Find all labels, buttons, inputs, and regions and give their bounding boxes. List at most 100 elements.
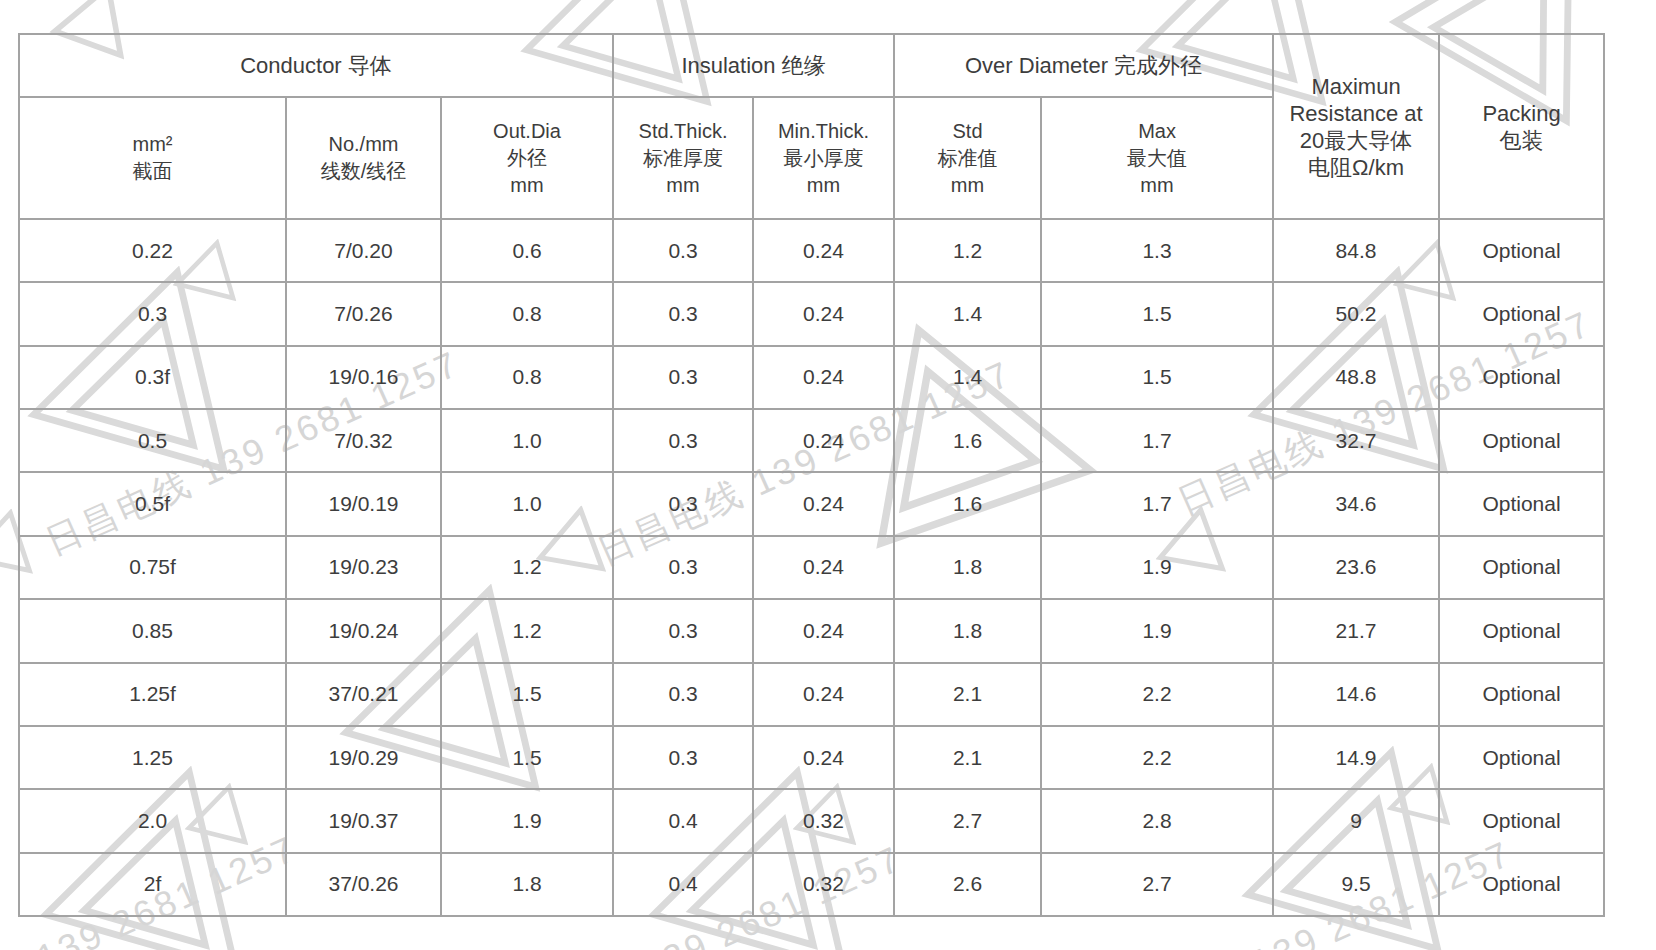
table-cell: 2.6	[894, 853, 1041, 916]
col-header-std-thick: Std.Thick. 标准厚度 mm	[613, 97, 753, 219]
table-cell: 2.7	[1041, 853, 1273, 916]
table-row: 0.8519/0.241.20.30.241.81.921.7Optional	[19, 599, 1604, 662]
table-row: 2f37/0.261.80.40.322.62.79.5Optional	[19, 853, 1604, 916]
table-cell: Optional	[1439, 599, 1604, 662]
table-cell: Optional	[1439, 536, 1604, 599]
table-cell: 1.9	[1041, 599, 1273, 662]
group-header-max-resistance: Maximun Resistance at 20最大导体 电阻Ω/km	[1273, 34, 1439, 219]
table-cell: 1.8	[894, 599, 1041, 662]
table-cell: 2.7	[894, 789, 1041, 852]
table-cell: 1.7	[1041, 409, 1273, 472]
table-row: 0.5f19/0.191.00.30.241.61.734.6Optional	[19, 472, 1604, 535]
table-cell: Optional	[1439, 409, 1604, 472]
table-cell: 1.5	[441, 726, 613, 789]
table-cell: 1.4	[894, 282, 1041, 345]
table-cell: 2.8	[1041, 789, 1273, 852]
table-cell: 1.9	[1041, 536, 1273, 599]
table-row: 1.2519/0.291.50.30.242.12.214.9Optional	[19, 726, 1604, 789]
table-cell: 0.24	[753, 219, 894, 282]
table-cell: 19/0.37	[286, 789, 441, 852]
table-cell: 1.2	[441, 599, 613, 662]
table-cell: 14.9	[1273, 726, 1439, 789]
table-cell: 0.24	[753, 536, 894, 599]
table-cell: 0.3	[613, 663, 753, 726]
table-cell: 19/0.24	[286, 599, 441, 662]
group-header-packing: Packing 包装	[1439, 34, 1604, 219]
table-cell: Optional	[1439, 663, 1604, 726]
table-cell: 0.4	[613, 789, 753, 852]
col-header-min-thick: Min.Thick. 最小厚度 mm	[753, 97, 894, 219]
table-cell: 0.24	[753, 599, 894, 662]
table-cell: 0.3	[613, 536, 753, 599]
table-cell: 1.8	[441, 853, 613, 916]
table-cell: 2.0	[19, 789, 286, 852]
table-cell: 0.5	[19, 409, 286, 472]
table-row: 2.019/0.371.90.40.322.72.89Optional	[19, 789, 1604, 852]
table-cell: 0.5f	[19, 472, 286, 535]
table-cell: 0.8	[441, 346, 613, 409]
table-cell: 0.3	[613, 219, 753, 282]
table-cell: Optional	[1439, 789, 1604, 852]
table-cell: 19/0.16	[286, 346, 441, 409]
table-cell: 0.3	[613, 599, 753, 662]
table-cell: 50.2	[1273, 282, 1439, 345]
group-header-conductor: Conductor 导体	[19, 34, 613, 97]
table-row: 0.75f19/0.231.20.30.241.81.923.6Optional	[19, 536, 1604, 599]
table-cell: 9.5	[1273, 853, 1439, 916]
table-cell: 2.2	[1041, 663, 1273, 726]
table-cell: 0.24	[753, 472, 894, 535]
table-cell: 48.8	[1273, 346, 1439, 409]
table-cell: 19/0.29	[286, 726, 441, 789]
table-cell: 2.2	[1041, 726, 1273, 789]
table-cell: 0.75f	[19, 536, 286, 599]
table-row: 0.3f19/0.160.80.30.241.41.548.8Optional	[19, 346, 1604, 409]
table-cell: 34.6	[1273, 472, 1439, 535]
table-cell: 0.24	[753, 282, 894, 345]
table-cell: 32.7	[1273, 409, 1439, 472]
col-header-no-mm: No./mm 线数/线径	[286, 97, 441, 219]
table-cell: 0.3	[19, 282, 286, 345]
table-cell: 0.4	[613, 853, 753, 916]
table-cell: Optional	[1439, 472, 1604, 535]
table-cell: 1.5	[1041, 346, 1273, 409]
table-cell: 0.3	[613, 346, 753, 409]
table-row: 0.227/0.200.60.30.241.21.384.8Optional	[19, 219, 1604, 282]
table-cell: 1.5	[1041, 282, 1273, 345]
table-cell: 37/0.21	[286, 663, 441, 726]
table-cell: Optional	[1439, 219, 1604, 282]
table-cell: Optional	[1439, 853, 1604, 916]
table-cell: 0.3	[613, 409, 753, 472]
table-cell: 1.2	[441, 536, 613, 599]
table-cell: 23.6	[1273, 536, 1439, 599]
table-cell: 9	[1273, 789, 1439, 852]
table-cell: 0.24	[753, 726, 894, 789]
table-row: 0.37/0.260.80.30.241.41.550.2Optional	[19, 282, 1604, 345]
table-cell: 0.24	[753, 346, 894, 409]
spec-table-body: 0.227/0.200.60.30.241.21.384.8Optional0.…	[19, 219, 1604, 916]
table-cell: Optional	[1439, 726, 1604, 789]
table-cell: 19/0.19	[286, 472, 441, 535]
table-cell: 0.24	[753, 409, 894, 472]
col-header-std: Std 标准值 mm	[894, 97, 1041, 219]
table-cell: 0.3	[613, 472, 753, 535]
table-cell: 1.0	[441, 472, 613, 535]
group-header-over-diameter: Over Diameter 完成外径	[894, 34, 1273, 97]
table-cell: 1.9	[441, 789, 613, 852]
table-cell: 1.8	[894, 536, 1041, 599]
col-header-max: Max 最大值 mm	[1041, 97, 1273, 219]
table-cell: 19/0.23	[286, 536, 441, 599]
table-cell: 2.1	[894, 726, 1041, 789]
table-cell: 0.32	[753, 853, 894, 916]
table-cell: 0.3	[613, 282, 753, 345]
table-cell: 0.85	[19, 599, 286, 662]
col-header-cross-section: mm² 截面	[19, 97, 286, 219]
table-cell: 1.6	[894, 409, 1041, 472]
table-cell: 1.6	[894, 472, 1041, 535]
table-cell: Optional	[1439, 346, 1604, 409]
table-cell: Optional	[1439, 282, 1604, 345]
table-cell: 1.3	[1041, 219, 1273, 282]
table-cell: 0.24	[753, 663, 894, 726]
table-cell: 0.22	[19, 219, 286, 282]
table-cell: 21.7	[1273, 599, 1439, 662]
table-cell: 1.25f	[19, 663, 286, 726]
